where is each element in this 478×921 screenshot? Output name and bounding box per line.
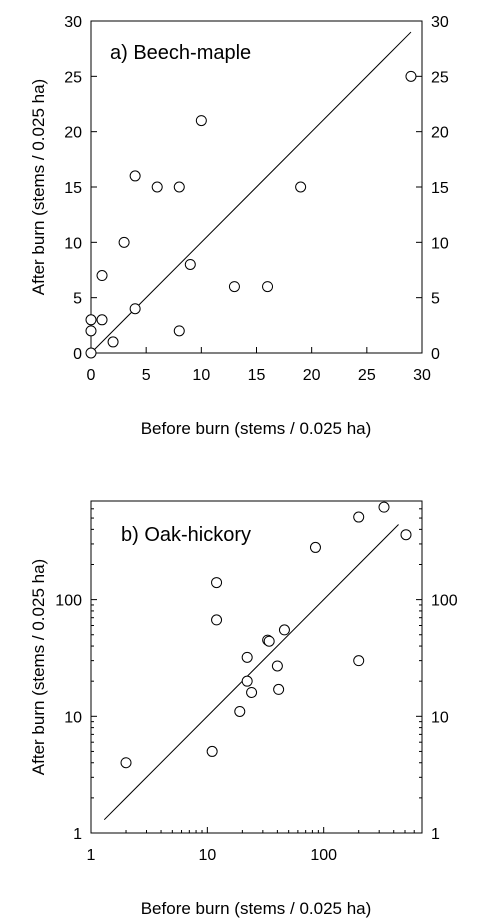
- data-point-b: [400, 529, 412, 541]
- y-axis-label-a: After burn (stems / 0.025 ha): [29, 79, 48, 295]
- y-tick-label-right-a: 20: [431, 125, 449, 142]
- y-tick-label-left-b: 10: [64, 709, 82, 726]
- data-point-a: [262, 281, 274, 293]
- data-point-a: [96, 314, 108, 326]
- x-tick-label-a: 0: [87, 367, 96, 384]
- x-tick-label-a: 20: [303, 367, 321, 384]
- data-point-a: [85, 347, 97, 359]
- y-tick-label-right-b: 1: [431, 826, 440, 843]
- y-tick-label-right-a: 10: [431, 235, 449, 252]
- x-tick-label-b: 10: [198, 847, 216, 864]
- data-point-a: [405, 70, 417, 82]
- data-point-a: [129, 170, 141, 182]
- x-tick-label-b: 1: [87, 847, 96, 864]
- y-tick-label-right-a: 15: [431, 180, 449, 197]
- data-point-b: [211, 614, 223, 626]
- data-point-a: [85, 325, 97, 337]
- y-tick-label-right-a: 25: [431, 69, 449, 86]
- x-tick-label-a: 10: [192, 367, 210, 384]
- y-tick-label-left-a: 15: [64, 180, 82, 197]
- y-tick-label-left-a: 20: [64, 125, 82, 142]
- data-point-b: [206, 745, 218, 757]
- x-axis-label-a: Before burn (stems / 0.025 ha): [141, 419, 372, 438]
- data-point-b: [278, 624, 290, 636]
- data-point-b: [241, 651, 253, 663]
- panel-title-a: a) Beech-maple: [110, 42, 251, 64]
- data-point-a: [151, 181, 163, 193]
- x-tick-label-b: 100: [310, 847, 337, 864]
- x-axis-label-b: Before burn (stems / 0.025 ha): [141, 899, 372, 918]
- data-point-b: [353, 655, 365, 667]
- x-tick-label-a: 5: [142, 367, 151, 384]
- data-point-b: [246, 686, 258, 698]
- x-tick-label-a: 30: [413, 367, 431, 384]
- data-point-a: [96, 270, 108, 282]
- y-tick-label-left-a: 25: [64, 69, 82, 86]
- data-point-a: [173, 325, 185, 337]
- y-tick-label-left-a: 30: [64, 14, 82, 31]
- data-point-a: [173, 181, 185, 193]
- y-axis-label-b: After burn (stems / 0.025 ha): [29, 559, 48, 775]
- data-point-a: [195, 115, 207, 127]
- one-to-one-line-a: [90, 31, 412, 354]
- data-point-b: [263, 635, 275, 647]
- data-point-a: [129, 303, 141, 315]
- data-point-b: [211, 577, 223, 589]
- data-point-a: [184, 258, 196, 270]
- panel-title-b: b) Oak-hickory: [121, 524, 251, 546]
- data-point-b: [353, 511, 365, 523]
- data-point-b: [120, 757, 132, 769]
- data-point-a: [118, 236, 130, 248]
- y-tick-label-right-b: 10: [431, 709, 449, 726]
- y-tick-label-right-a: 5: [431, 291, 440, 308]
- data-point-b: [273, 683, 285, 695]
- y-tick-label-left-b: 1: [73, 826, 82, 843]
- y-tick-label-left-a: 0: [73, 346, 82, 363]
- y-tick-label-left-a: 10: [64, 235, 82, 252]
- y-tick-label-right-a: 30: [431, 14, 449, 31]
- data-point-b: [241, 675, 253, 687]
- y-tick-label-left-b: 100: [55, 593, 82, 610]
- x-tick-label-a: 15: [248, 367, 266, 384]
- one-to-one-line-b: [103, 524, 399, 821]
- plot-frame-b: [90, 500, 423, 834]
- x-tick-label-a: 25: [358, 367, 376, 384]
- data-point-a: [295, 181, 307, 193]
- data-point-a: [85, 314, 97, 326]
- data-point-b: [378, 501, 390, 513]
- y-tick-label-left-a: 5: [73, 291, 82, 308]
- data-point-b: [271, 660, 283, 672]
- y-tick-label-right-a: 0: [431, 346, 440, 363]
- y-tick-label-right-b: 100: [431, 593, 458, 610]
- data-point-a: [107, 336, 119, 348]
- data-point-b: [234, 705, 246, 717]
- data-point-b: [309, 541, 321, 553]
- data-point-a: [228, 281, 240, 293]
